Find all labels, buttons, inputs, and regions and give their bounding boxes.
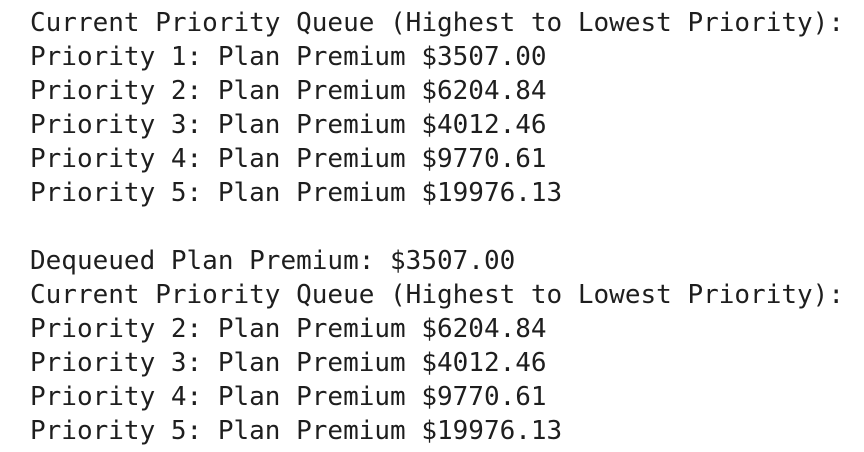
console-blank-line — [30, 210, 864, 244]
console-line: Current Priority Queue (Highest to Lowes… — [30, 280, 844, 310]
console-block-queue-after-dequeue: Dequeued Plan Premium: $3507.00 Current P… — [30, 244, 864, 448]
console-line: Current Priority Queue (Highest to Lowes… — [30, 8, 844, 38]
console-line: Priority 1: Plan Premium $3507.00 — [30, 42, 547, 72]
console-line: Dequeued Plan Premium: $3507.00 — [30, 246, 516, 276]
console-line: Priority 4: Plan Premium $9770.61 — [30, 144, 547, 174]
console-line: Priority 5: Plan Premium $19976.13 — [30, 416, 563, 446]
console-line: Priority 3: Plan Premium $4012.46 — [30, 110, 547, 140]
console-block-initial-priority-queue: Current Priority Queue (Highest to Lowes… — [30, 6, 864, 210]
console-line: Priority 5: Plan Premium $19976.13 — [30, 178, 563, 208]
console-line: Priority 3: Plan Premium $4012.46 — [30, 348, 547, 378]
console-line: Priority 2: Plan Premium $6204.84 — [30, 314, 547, 344]
console-line: Priority 2: Plan Premium $6204.84 — [30, 76, 547, 106]
console-line: Priority 4: Plan Premium $9770.61 — [30, 382, 547, 412]
